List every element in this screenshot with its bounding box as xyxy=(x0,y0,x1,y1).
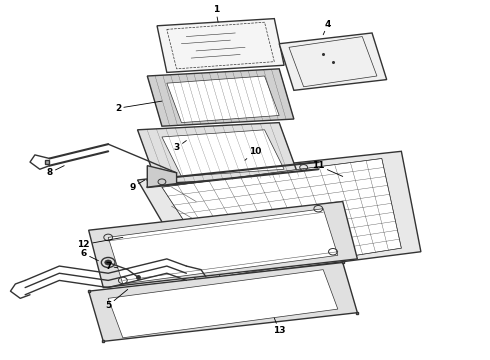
Polygon shape xyxy=(167,76,279,123)
Text: 13: 13 xyxy=(273,318,286,335)
Polygon shape xyxy=(147,69,294,126)
Text: 1: 1 xyxy=(213,5,219,22)
Text: 7: 7 xyxy=(105,262,118,271)
Polygon shape xyxy=(89,262,357,341)
Text: 2: 2 xyxy=(115,101,162,113)
Polygon shape xyxy=(167,22,274,69)
Text: 12: 12 xyxy=(77,237,123,249)
Polygon shape xyxy=(289,37,377,87)
Polygon shape xyxy=(138,151,421,280)
Text: 10: 10 xyxy=(245,147,261,160)
Text: 8: 8 xyxy=(47,166,64,177)
Polygon shape xyxy=(147,166,176,187)
Polygon shape xyxy=(108,270,338,338)
Polygon shape xyxy=(108,209,338,284)
Circle shape xyxy=(105,260,112,265)
Polygon shape xyxy=(279,33,387,90)
Polygon shape xyxy=(162,130,284,176)
Polygon shape xyxy=(157,19,284,72)
Text: 6: 6 xyxy=(81,249,98,261)
Polygon shape xyxy=(138,123,299,184)
Text: 9: 9 xyxy=(129,180,145,192)
Text: 4: 4 xyxy=(323,19,331,35)
Text: 3: 3 xyxy=(173,140,186,152)
Polygon shape xyxy=(162,158,401,277)
Text: 11: 11 xyxy=(312,161,343,176)
Polygon shape xyxy=(89,202,357,288)
Text: 5: 5 xyxy=(105,289,128,310)
